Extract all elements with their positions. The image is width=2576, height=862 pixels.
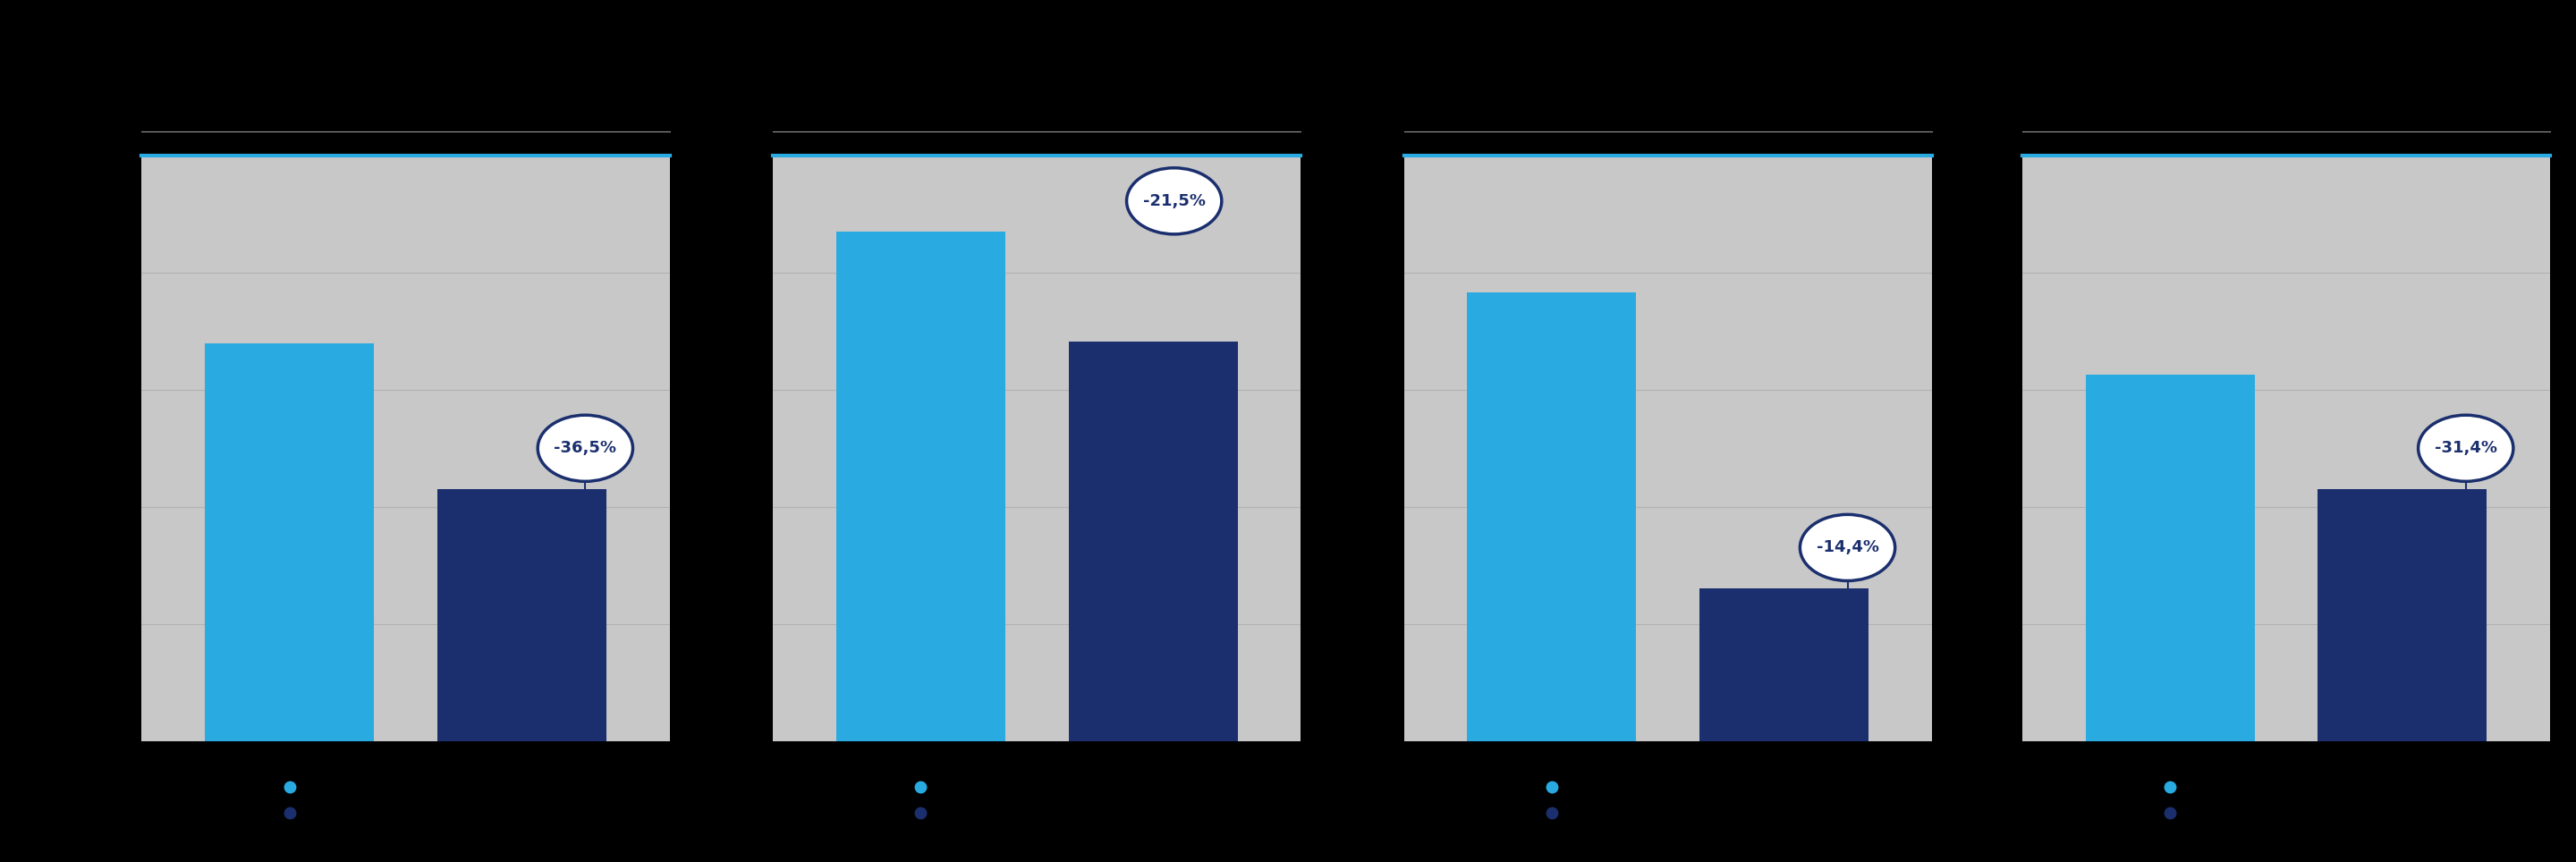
- Bar: [2318, 489, 2486, 741]
- Bar: [206, 344, 374, 741]
- Text: -14,4%: -14,4%: [1816, 540, 1878, 556]
- Bar: [438, 489, 605, 741]
- Bar: [1468, 293, 1636, 741]
- Text: -36,5%: -36,5%: [554, 440, 616, 456]
- Ellipse shape: [1126, 168, 1221, 234]
- Text: -31,4%: -31,4%: [2434, 440, 2496, 456]
- Bar: [1700, 589, 1868, 741]
- Ellipse shape: [1801, 515, 1896, 581]
- Bar: [1069, 341, 1236, 741]
- Text: -21,5%: -21,5%: [1144, 193, 1206, 209]
- Bar: [837, 232, 1005, 741]
- Ellipse shape: [538, 415, 634, 481]
- Ellipse shape: [2419, 415, 2514, 481]
- Bar: [2087, 374, 2254, 741]
